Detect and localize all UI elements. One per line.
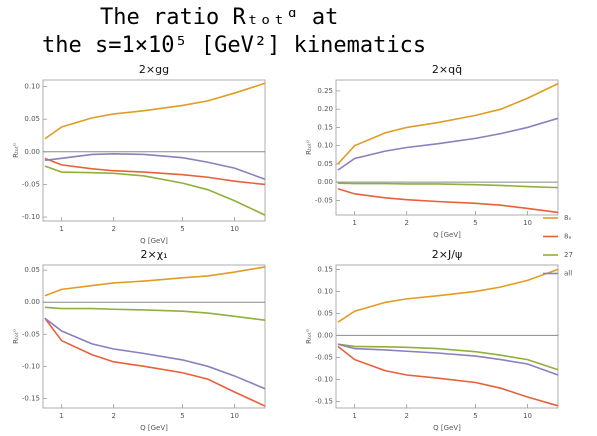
series-line <box>337 182 559 189</box>
series-line <box>337 343 559 371</box>
x-tick-label: 2 <box>404 219 408 227</box>
x-tick-label: 5 <box>180 225 184 233</box>
y-tick-label: -0.10 <box>22 362 40 370</box>
series-line <box>44 152 266 180</box>
y-tick-label: -0.05 <box>315 196 333 204</box>
legend-label: 8ₐ <box>564 233 571 241</box>
y-axis-label: Rₜₒₜᵅ <box>12 329 20 344</box>
y-axis-label: Rₜₒₜᵅ <box>12 143 20 158</box>
x-tick-label: 1 <box>352 412 356 420</box>
y-tick-label: 0.05 <box>24 115 40 123</box>
series-line <box>44 82 266 140</box>
x-tick-label: 10 <box>523 219 532 227</box>
x-axis-label: Q [GeV] <box>433 231 461 239</box>
legend-label: all <box>564 270 572 278</box>
y-tick-label: 0.15 <box>317 123 333 131</box>
series-line <box>44 317 266 390</box>
x-tick-label: 1 <box>352 219 356 227</box>
y-tick-label: -0.05 <box>22 330 40 338</box>
x-tick-label: 5 <box>473 412 477 420</box>
x-axis-label: Q [GeV] <box>433 424 461 432</box>
x-tick-label: 2 <box>111 225 115 233</box>
frame <box>42 79 266 222</box>
y-tick-label: 0.10 <box>317 287 333 295</box>
x-tick-label: 10 <box>230 412 239 420</box>
y-tick-label: -0.15 <box>22 394 40 402</box>
y-tick-label: 0.05 <box>317 309 333 317</box>
y-tick-label: 0.00 <box>317 178 333 186</box>
series-line <box>44 266 266 297</box>
panel-title: 2×gg <box>139 63 169 76</box>
series-line <box>337 268 559 323</box>
y-tick-label: 0.05 <box>24 266 40 274</box>
series-line <box>44 165 266 216</box>
y-tick-label: -0.15 <box>315 397 333 405</box>
series-line <box>337 343 559 376</box>
x-tick-label: 1 <box>59 225 63 233</box>
y-tick-label: -0.05 <box>22 180 40 188</box>
main-title: the s=1×10⁵ [GeV²] kinematics <box>42 33 426 58</box>
y-tick-label: 0.15 <box>317 265 333 273</box>
series-line <box>337 82 559 165</box>
y-axis-label: Rₜₒₜᵅ <box>305 329 313 344</box>
x-tick-label: 10 <box>523 412 532 420</box>
y-tick-label: 0.00 <box>24 148 40 156</box>
x-tick-label: 5 <box>473 219 477 227</box>
x-tick-label: 1 <box>59 412 63 420</box>
panel-title: 2×J/ψ <box>432 248 462 261</box>
series-line <box>44 317 266 407</box>
frame <box>335 264 559 409</box>
series-line <box>44 306 266 321</box>
y-tick-label: 0.20 <box>317 105 333 113</box>
panel-title: 2×qq̄ <box>432 63 462 76</box>
y-tick-label: 0.10 <box>317 142 333 150</box>
frame <box>42 264 266 409</box>
series-line <box>337 187 559 214</box>
y-axis-label: Rₜₒₜᵅ <box>305 140 313 155</box>
x-tick-label: 2 <box>404 412 408 420</box>
legend-label: 8ₛ <box>564 214 571 222</box>
frame <box>335 79 559 216</box>
x-tick-label: 2 <box>111 412 115 420</box>
x-axis-label: Q [GeV] <box>140 424 168 432</box>
panel-title: 2×χ₁ <box>141 248 168 261</box>
series-line <box>337 345 559 407</box>
y-tick-label: 0.00 <box>317 331 333 339</box>
legend-label: 27 <box>564 251 573 259</box>
y-tick-label: -0.10 <box>315 375 333 383</box>
y-tick-label: 0.05 <box>317 160 333 168</box>
x-tick-label: 10 <box>230 225 239 233</box>
y-tick-label: 0.25 <box>317 87 333 95</box>
y-tick-label: 0.10 <box>24 83 40 91</box>
series-line <box>44 157 266 186</box>
x-tick-label: 5 <box>180 412 184 420</box>
main-title: The ratio Rₜₒₜᵅ at <box>100 5 338 30</box>
y-tick-label: -0.10 <box>22 213 40 221</box>
y-tick-label: -0.05 <box>315 353 333 361</box>
x-axis-label: Q [GeV] <box>140 237 168 245</box>
y-tick-label: 0.00 <box>24 298 40 306</box>
series-line <box>337 117 559 171</box>
